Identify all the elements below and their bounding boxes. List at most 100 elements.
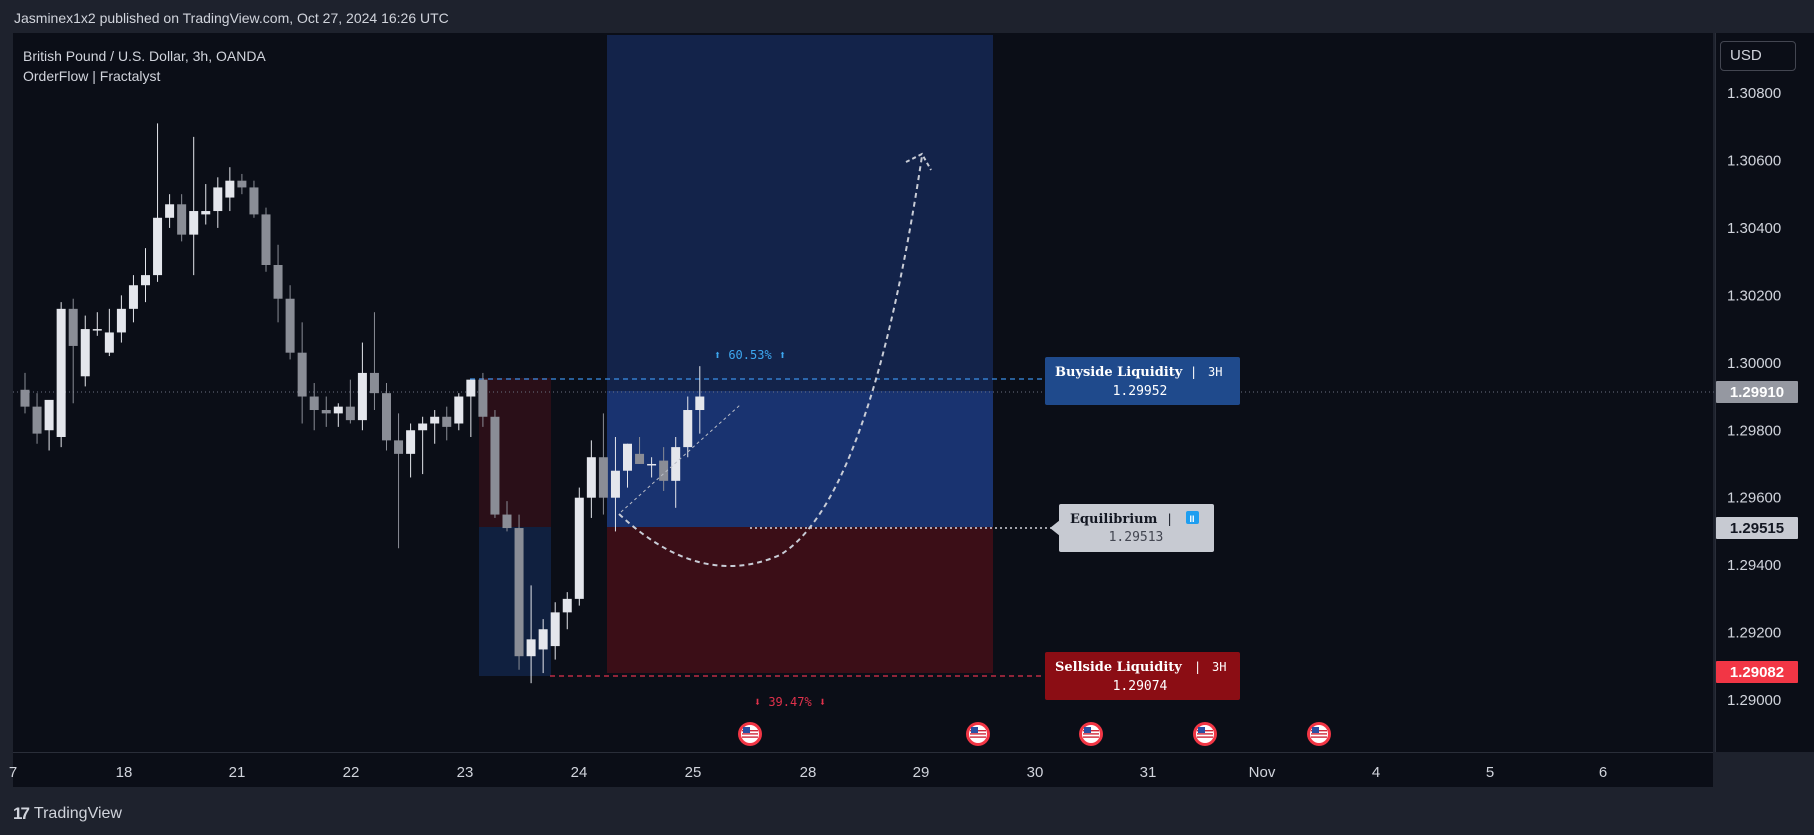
tradingview-logo[interactable]: 17 TradingView [13,804,122,824]
bullish-candle[interactable] [550,612,560,647]
bearish-candle[interactable] [297,352,307,397]
equilibrium-title: Equilibrium [1070,512,1158,527]
bullish-candle[interactable] [586,457,596,498]
bullish-candle[interactable] [56,308,66,437]
bearish-candle[interactable] [32,406,42,434]
bullish-candle[interactable] [610,470,620,498]
equilibrium-label[interactable]: Equilibrium | II 1.29513 [1050,504,1214,552]
bearish-candle[interactable] [369,372,379,394]
bullish-candle[interactable] [357,372,367,421]
svg-text:|: | [1194,660,1201,674]
time-axis[interactable] [13,752,1713,788]
bearish-candle[interactable] [177,204,187,235]
bearish-candle[interactable] [261,214,271,265]
time-axis-label: 31 [1140,764,1157,781]
bullish-candle[interactable] [92,329,102,331]
price-axis-label: 1.30600 [1727,152,1781,169]
bullish-candle[interactable] [80,329,90,377]
bullish-candle[interactable] [430,416,440,424]
bearish-candle[interactable] [442,416,452,427]
sellside-label[interactable]: Sellside Liquidity | 3H 1.29074 [1045,652,1240,700]
bullish-candle[interactable] [201,211,211,215]
bearish-candle[interactable] [502,514,512,529]
us-flag-icon[interactable] [1079,722,1103,746]
bearish-candle[interactable] [345,406,355,421]
bearish-candle[interactable] [382,393,391,441]
buyside-label[interactable]: Buyside Liquidity | 3H 1.29952 [1045,357,1240,405]
symbol-title[interactable]: British Pound / U.S. Dollar, 3h, OANDA [23,48,266,64]
event-icons [738,722,1331,746]
us-flag-icon[interactable] [738,722,762,746]
bullish-candle[interactable] [647,463,657,466]
time-axis-label: 29 [913,764,930,781]
bearish-candle[interactable] [237,180,247,188]
indicator-title[interactable]: OrderFlow | Fractalyst [23,68,161,84]
bearish-candle[interactable] [273,264,283,299]
buyside-zone-lower [607,391,993,527]
us-flag-icon[interactable] [966,722,990,746]
bullish-candle[interactable] [683,410,693,448]
bullish-candle[interactable] [574,497,584,599]
publish-caption: Jasminex1x2 published on TradingView.com… [14,10,449,26]
price-axis-label: 1.29400 [1727,557,1781,574]
bullish-candle[interactable] [562,598,572,613]
bullish-candle[interactable] [623,443,632,471]
bullish-candle[interactable] [44,399,54,431]
bullish-candle[interactable] [454,396,464,424]
bullish-candle[interactable] [526,639,536,657]
sellside-timeframe: 3H [1212,660,1226,674]
equilibrium-price-tag[interactable]: 1.29515 [1716,517,1798,539]
trend-line [620,404,741,513]
last-price-tag[interactable]: 1.29910 [1716,381,1798,403]
time-axis-label: 7 [9,764,17,781]
bullish-candle[interactable] [165,204,175,218]
us-flag-icon[interactable] [1307,722,1331,746]
bullish-candle[interactable] [671,447,681,481]
time-axis-label: 21 [229,764,246,781]
bullish-candle[interactable] [153,217,163,276]
bullish-candle[interactable] [213,187,223,212]
bullish-candle[interactable] [104,332,114,353]
bearish-candle[interactable] [285,298,295,353]
sellside-price-tag[interactable]: 1.29082 [1716,661,1798,683]
bullish-candle[interactable] [406,430,416,454]
bearish-candle[interactable] [394,440,404,454]
bearish-candle[interactable] [68,308,78,346]
sellside-title: Sellside Liquidity [1055,660,1182,675]
bearish-candle[interactable] [20,389,30,407]
bearish-candle[interactable] [659,460,669,481]
footer-bar [0,787,1814,835]
time-axis-label: Nov [1249,764,1276,781]
bullish-candle[interactable] [538,629,548,650]
equilibrium-price: 1.29513 [1109,530,1164,545]
last-price-value: 1.29910 [1730,384,1784,401]
bullish-candle[interactable] [695,396,705,411]
bullish-candle[interactable] [225,180,235,198]
bullish-candle[interactable] [418,423,428,431]
brand-name: TradingView [33,805,122,822]
sellside-price: 1.29074 [1113,679,1168,694]
bearish-candle[interactable] [598,457,608,498]
bullish-candle[interactable] [128,285,138,309]
time-axis-label: 28 [800,764,817,781]
tradingview-logo-icon: 17 [13,804,30,823]
bearish-candle[interactable] [249,187,259,215]
bearish-candle[interactable] [635,453,645,464]
bullish-candle[interactable] [333,406,343,414]
bearish-candle[interactable] [478,379,488,417]
price-axis-label: 1.29000 [1727,692,1781,709]
bearish-candle[interactable] [309,396,319,411]
bearish-candle[interactable] [514,528,524,657]
currency-button[interactable]: USD [1720,41,1796,71]
equilibrium-tag-value: 1.29515 [1730,520,1784,537]
us-flag-icon[interactable] [1193,722,1217,746]
time-axis-label: 25 [685,764,702,781]
bearish-candle[interactable] [321,410,331,414]
bullish-candle[interactable] [189,211,199,235]
supply-block [479,378,551,527]
bearish-candle[interactable] [490,416,500,515]
bullish-candle[interactable] [116,308,126,333]
bullish-candle[interactable] [141,275,150,286]
bullish-candle[interactable] [466,379,476,397]
